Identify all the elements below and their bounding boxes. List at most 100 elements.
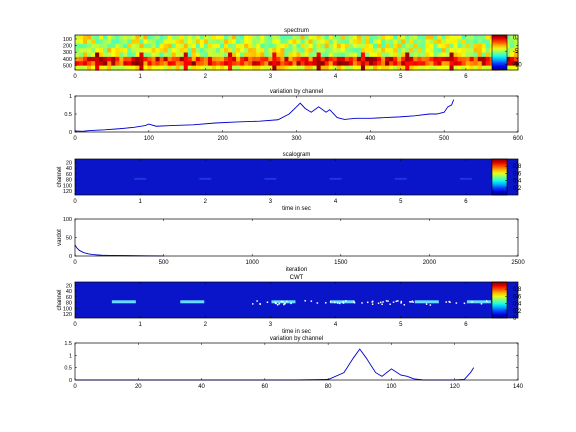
heatmap-spot <box>459 177 472 180</box>
colorbar-tick-label: 0 <box>513 316 517 322</box>
chart-title: scalogram <box>283 152 311 158</box>
x-tick-label: 6 <box>464 199 468 205</box>
x-tick-label: 1500 <box>334 260 348 266</box>
axes-frame <box>74 218 519 257</box>
series-line <box>74 99 455 132</box>
heatmap-dot <box>285 300 288 303</box>
heatmap-spot <box>394 177 407 180</box>
heatmap-dot <box>336 302 339 304</box>
heatmap-dot <box>280 300 283 303</box>
colorbar-tick-label: 0.6 <box>513 171 522 177</box>
y-tick-label: 1 <box>69 94 72 100</box>
heatmap-spot <box>329 177 342 180</box>
y-tick-label: 400 <box>63 57 72 63</box>
y-tick-label: 20 <box>66 283 72 289</box>
heatmap-dot <box>448 300 450 303</box>
heatmap-dot <box>400 300 403 303</box>
heatmap-dot <box>251 303 254 305</box>
x-tick-label: 0 <box>73 322 77 328</box>
heatmap-dot <box>410 301 412 303</box>
y-tick-label: 40 <box>66 289 72 295</box>
colorbar: 0.80.6 0.40.20 <box>491 281 522 322</box>
colorbar-scale <box>491 158 508 196</box>
y-tick-label: 120 <box>63 312 72 318</box>
heatmap-dot <box>366 301 369 304</box>
y-tick-label: 50 <box>66 236 72 242</box>
colorbar-tick-label: 0.8 <box>513 287 522 293</box>
y-tick-label: 100 <box>63 183 72 189</box>
heatmap-dot <box>449 301 451 303</box>
subplot-6: 0 20 40 60 80 100 120 140 0 0.5 1 1.5 variation by c… <box>64 336 523 390</box>
x-tick-label: 0 <box>73 74 77 80</box>
y-tick-label: 80 <box>66 301 72 307</box>
x-tick-label: 5 <box>399 74 403 80</box>
heatmap-dot <box>256 300 258 302</box>
x-tick-label: 40 <box>198 384 205 390</box>
heatmap-dot <box>411 300 414 302</box>
x-tick-label: 0 <box>73 260 77 266</box>
heatmap-dot <box>342 301 344 303</box>
heatmap-cells <box>75 282 518 318</box>
axes-frame <box>74 158 519 196</box>
heatmap-dot <box>412 301 414 303</box>
axes-frame <box>74 34 519 71</box>
heatmap-dot <box>342 302 345 304</box>
heatmap-dot <box>324 302 327 304</box>
x-tick-label: 5 <box>399 199 403 205</box>
y-tick-label: 200 <box>63 44 72 50</box>
series-line <box>74 244 164 257</box>
heatmap-dot <box>471 301 473 303</box>
x-axis-label: iteration <box>286 267 307 273</box>
heatmap-dot <box>361 302 363 304</box>
heatmap-dot <box>278 302 281 305</box>
heatmap-dot <box>371 300 374 303</box>
heatmap-dot <box>463 302 466 305</box>
heatmap-background <box>75 282 518 318</box>
x-tick-label: 1000 <box>246 260 260 266</box>
y-axis-label: channel <box>57 289 63 310</box>
y-tick-label: 0 <box>69 254 72 260</box>
x-tick-label: 60 <box>262 384 269 390</box>
heatmap-dot <box>485 300 488 302</box>
colorbar-tick-label: 0.2 <box>513 186 522 192</box>
colorbar-tick-label: 0 <box>513 36 517 42</box>
x-tick-label: 300 <box>291 136 302 142</box>
chart-title: variation by channel <box>270 336 323 342</box>
x-tick-label: 2 <box>204 199 208 205</box>
x-tick-label: 3 <box>269 74 273 80</box>
heatmap-dot <box>385 300 388 302</box>
x-tick-label: 1 <box>138 74 142 80</box>
x-tick-label: 4 <box>334 199 338 205</box>
x-tick-label: 3 <box>269 322 273 328</box>
axes-frame <box>74 342 519 381</box>
y-tick-label: 20 <box>66 160 72 166</box>
colorbar-tick-label: 0.2 <box>513 309 522 315</box>
heatmap-dot <box>275 302 277 305</box>
subplot-4: 0 500 1000 1500 2000 2500 0 50 100 iteration vardo… <box>57 217 525 273</box>
heatmap-dot <box>259 303 262 305</box>
x-tick-label: 5 <box>399 322 403 328</box>
x-tick-label: 80 <box>325 384 332 390</box>
heatmap-dot <box>304 300 306 302</box>
x-tick-label: 600 <box>513 136 524 142</box>
heatmap-dot <box>387 300 389 302</box>
x-tick-label: 2000 <box>423 260 437 266</box>
heatmap-dot <box>400 302 402 304</box>
x-tick-label: 100 <box>386 384 397 390</box>
heatmap-dot <box>353 301 356 304</box>
heatmap-dot <box>276 303 279 306</box>
heatmap-cells <box>75 35 519 71</box>
axes-frame <box>74 95 519 133</box>
heatmap-dot <box>455 302 458 304</box>
x-tick-label: 1 <box>138 199 142 205</box>
x-tick-label: 0 <box>73 384 77 390</box>
heatmap-dot <box>329 300 332 303</box>
colorbar-tick-label: 0.8 <box>513 164 522 170</box>
heatmap-dot <box>403 303 406 306</box>
chart-title: spectrum <box>284 28 309 34</box>
y-tick-label: 1 <box>69 353 72 359</box>
heatmap-dot <box>283 303 285 306</box>
x-tick-label: 100 <box>144 136 155 142</box>
heatmap-spot <box>264 177 277 180</box>
